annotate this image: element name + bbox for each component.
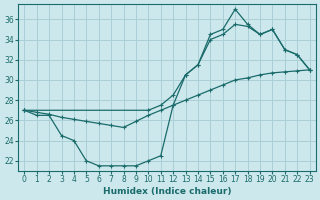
X-axis label: Humidex (Indice chaleur): Humidex (Indice chaleur) xyxy=(103,187,231,196)
